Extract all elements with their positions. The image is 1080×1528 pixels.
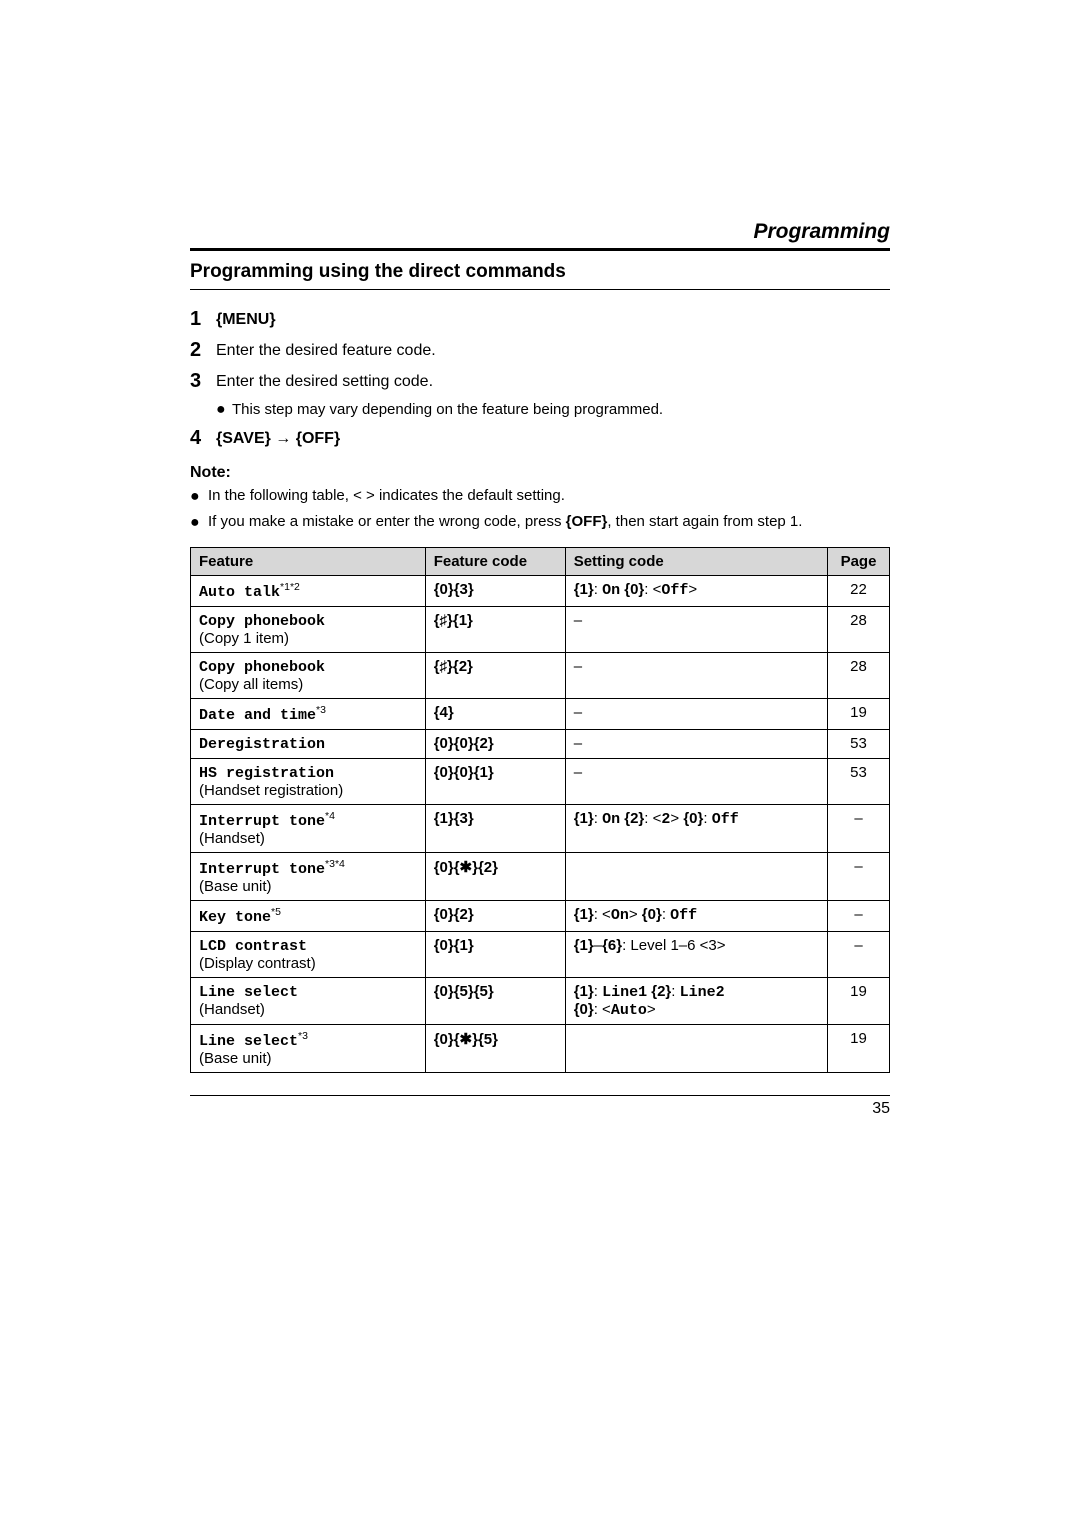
note-label: Note: xyxy=(190,464,890,482)
bullet-icon: ● xyxy=(190,486,208,508)
section-title: Programming using the direct commands xyxy=(190,261,890,283)
page-number: 35 xyxy=(190,1095,890,1118)
cell-page: 28 xyxy=(828,653,890,699)
cell-page: – xyxy=(828,853,890,901)
cell-feature-code: {0}{1} xyxy=(425,932,565,978)
cell-feature: Copy phonebook(Copy all items) xyxy=(191,653,426,699)
step-number: 4 xyxy=(190,427,216,450)
table-row: Copy phonebook(Copy 1 item){♯}{1}–28 xyxy=(191,607,890,653)
step-text: Enter the desired setting code. xyxy=(216,370,433,391)
th-page: Page xyxy=(828,548,890,576)
table-row: Auto talk*1*2{0}{3}{1}: On {0}: <Off>22 xyxy=(191,576,890,607)
table-row: Line select(Handset){0}{5}{5}{1}: Line1 … xyxy=(191,978,890,1025)
cell-feature-code: {1}{3} xyxy=(425,805,565,853)
cell-setting-code: {1}: On {0}: <Off> xyxy=(565,576,827,607)
cell-feature-code: {0}{✱}{2} xyxy=(425,853,565,901)
note-text: In the following table, < > indicates th… xyxy=(208,486,565,508)
cell-feature: Auto talk*1*2 xyxy=(191,576,426,607)
step-text: Enter the desired feature code. xyxy=(216,339,436,360)
cell-feature-code: {4} xyxy=(425,699,565,730)
cell-feature: Interrupt tone*3*4(Base unit) xyxy=(191,853,426,901)
cell-page: 53 xyxy=(828,730,890,759)
note-line: ● In the following table, < > indicates … xyxy=(190,486,890,508)
note-line: ● If you make a mistake or enter the wro… xyxy=(190,512,890,534)
page-header: Programming xyxy=(190,220,890,244)
cell-page: 53 xyxy=(828,759,890,805)
step-sub-bullet: ● This step may vary depending on the fe… xyxy=(216,401,890,419)
step-2: 2 Enter the desired feature code. xyxy=(190,339,890,362)
cell-setting-code: {1}–{6}: Level 1–6 <3> xyxy=(565,932,827,978)
cell-setting-code xyxy=(565,1025,827,1073)
cell-setting-code: {1}: On {2}: <2> {0}: Off xyxy=(565,805,827,853)
table-row: LCD contrast(Display contrast){0}{1}{1}–… xyxy=(191,932,890,978)
cell-page: 19 xyxy=(828,699,890,730)
cell-feature-code: {♯}{2} xyxy=(425,653,565,699)
cell-setting-code: – xyxy=(565,699,827,730)
cell-feature: Interrupt tone*4(Handset) xyxy=(191,805,426,853)
step-1: 1 {MENU} xyxy=(190,308,890,331)
table-row: Date and time*3{4}–19 xyxy=(191,699,890,730)
step-3: 3 Enter the desired setting code. xyxy=(190,370,890,393)
cell-feature: Date and time*3 xyxy=(191,699,426,730)
cell-setting-code: – xyxy=(565,759,827,805)
cell-page: 19 xyxy=(828,978,890,1025)
step-number: 2 xyxy=(190,339,216,362)
cell-feature: LCD contrast(Display contrast) xyxy=(191,932,426,978)
table-row: Interrupt tone*3*4(Base unit){0}{✱}{2} – xyxy=(191,853,890,901)
table-row: HS registration(Handset registration){0}… xyxy=(191,759,890,805)
cell-feature-code: {0}{3} xyxy=(425,576,565,607)
cell-page: 22 xyxy=(828,576,890,607)
cell-feature-code: {0}{0}{2} xyxy=(425,730,565,759)
cell-feature-code: {0}{0}{1} xyxy=(425,759,565,805)
cell-setting-code: – xyxy=(565,607,827,653)
bullet-icon: ● xyxy=(216,401,232,419)
cell-feature: Copy phonebook(Copy 1 item) xyxy=(191,607,426,653)
th-setting: Setting code xyxy=(565,548,827,576)
step-number: 1 xyxy=(190,308,216,331)
sub-bullet-text: This step may vary depending on the feat… xyxy=(232,401,663,419)
cell-page: 28 xyxy=(828,607,890,653)
cell-feature: Deregistration xyxy=(191,730,426,759)
cell-setting-code xyxy=(565,853,827,901)
cell-page: 19 xyxy=(828,1025,890,1073)
divider xyxy=(190,289,890,290)
cell-feature: Key tone*5 xyxy=(191,901,426,932)
bullet-icon: ● xyxy=(190,512,208,534)
cell-feature-code: {0}{✱}{5} xyxy=(425,1025,565,1073)
cell-feature-code: {0}{2} xyxy=(425,901,565,932)
step-4: 4 {SAVE} → {OFF} xyxy=(190,427,890,450)
cell-setting-code: – xyxy=(565,730,827,759)
table-row: Line select*3(Base unit){0}{✱}{5} 19 xyxy=(191,1025,890,1073)
cell-feature: Line select(Handset) xyxy=(191,978,426,1025)
step-text: {MENU} xyxy=(216,308,276,329)
th-code: Feature code xyxy=(425,548,565,576)
th-feature: Feature xyxy=(191,548,426,576)
cell-feature-code: {0}{5}{5} xyxy=(425,978,565,1025)
cell-feature: HS registration(Handset registration) xyxy=(191,759,426,805)
table-row: Deregistration{0}{0}{2}–53 xyxy=(191,730,890,759)
cell-feature: Line select*3(Base unit) xyxy=(191,1025,426,1073)
cell-setting-code: {1}: Line1 {2}: Line2{0}: <Auto> xyxy=(565,978,827,1025)
table-row: Copy phonebook(Copy all items){♯}{2}–28 xyxy=(191,653,890,699)
cell-page: – xyxy=(828,901,890,932)
table-row: Interrupt tone*4(Handset){1}{3}{1}: On {… xyxy=(191,805,890,853)
step-number: 3 xyxy=(190,370,216,393)
divider xyxy=(190,248,890,251)
cell-setting-code: {1}: <On> {0}: Off xyxy=(565,901,827,932)
table-header-row: Feature Feature code Setting code Page xyxy=(191,548,890,576)
feature-table: Feature Feature code Setting code Page A… xyxy=(190,547,890,1073)
table-row: Key tone*5{0}{2}{1}: <On> {0}: Off– xyxy=(191,901,890,932)
cell-feature-code: {♯}{1} xyxy=(425,607,565,653)
cell-page: – xyxy=(828,805,890,853)
cell-page: – xyxy=(828,932,890,978)
cell-setting-code: – xyxy=(565,653,827,699)
step-text: {SAVE} → {OFF} xyxy=(216,427,340,448)
note-text: If you make a mistake or enter the wrong… xyxy=(208,512,802,534)
